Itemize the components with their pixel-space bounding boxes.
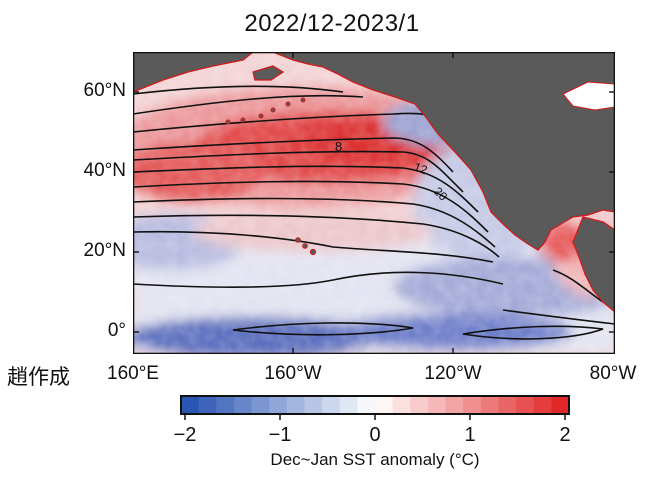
lat-label-0: 0° xyxy=(107,320,126,341)
colorbar-cell xyxy=(427,396,447,414)
map-ticks xyxy=(133,52,615,354)
colorbar xyxy=(180,395,570,420)
islands xyxy=(225,97,317,256)
colorbar-cell xyxy=(516,396,535,414)
sst-anomaly-map: 8 12 20 xyxy=(133,52,615,354)
colorbar-tick-1: 1 xyxy=(464,424,476,446)
lat-label-20n: 20°N xyxy=(83,240,126,261)
colorbar-cell xyxy=(410,396,429,414)
colorbar-cell xyxy=(480,396,499,414)
colorbar-label: Dec~Jan SST anomaly (°C) xyxy=(270,450,480,469)
colorbar-cell xyxy=(198,396,217,414)
lon-label-160e: 160°E xyxy=(107,363,159,384)
map-title: 2022/12-2023/1 xyxy=(244,10,420,37)
landmass xyxy=(133,52,615,313)
colorbar-cell xyxy=(551,396,570,414)
colorbar-cell xyxy=(392,396,411,414)
colorbar-tick-0: 0 xyxy=(369,424,381,446)
lon-label-160w: 160°W xyxy=(264,363,322,384)
colorbar-cell xyxy=(357,396,376,414)
map-canvas: 8 12 20 xyxy=(133,52,615,354)
colorbar-cell xyxy=(339,396,358,414)
lon-label-120w: 120°W xyxy=(424,363,482,384)
colorbar-cell xyxy=(533,396,552,414)
lat-label-60n: 60°N xyxy=(83,80,126,101)
author-credit: 趙作成 xyxy=(7,366,70,389)
land-lakes xyxy=(562,81,615,111)
colorbar-cell xyxy=(445,396,464,414)
colorbar-tick-minus1: −1 xyxy=(268,424,292,446)
colorbar-cell xyxy=(286,396,305,414)
colorbar-cell xyxy=(181,396,200,414)
colorbar-tick-2: 2 xyxy=(559,424,571,446)
colorbar-tick-minus2: −2 xyxy=(173,424,197,446)
colorbar-cell xyxy=(216,396,235,414)
colorbar-cell xyxy=(251,396,270,414)
colorbar-cells xyxy=(181,396,570,414)
contour-label-12: 12 xyxy=(412,160,430,178)
colorbar-cell xyxy=(463,396,482,414)
lon-label-80w: 80°W xyxy=(589,363,637,384)
colorbar-cell xyxy=(498,396,517,414)
colorbar-cell xyxy=(304,396,323,414)
colorbar-cell xyxy=(375,396,394,414)
colorbar-cell xyxy=(233,396,253,414)
contour-label-8: 8 xyxy=(335,139,342,154)
lat-label-40n: 40°N xyxy=(83,160,126,181)
map-frame xyxy=(133,52,615,354)
colorbar-cell xyxy=(322,396,341,414)
colorbar-cell xyxy=(269,396,288,414)
colorbar-ticks xyxy=(184,414,566,420)
